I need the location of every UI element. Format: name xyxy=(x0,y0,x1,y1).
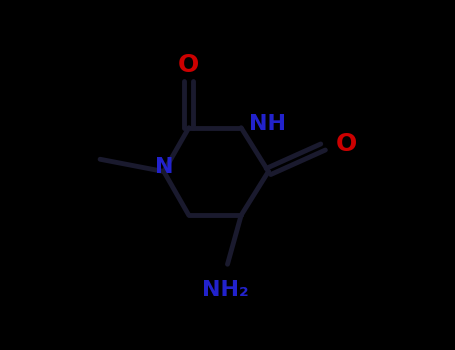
Text: O: O xyxy=(178,53,199,77)
Text: O: O xyxy=(336,132,357,156)
Text: N: N xyxy=(155,157,173,177)
Text: NH₂: NH₂ xyxy=(202,280,248,300)
Text: NH: NH xyxy=(249,113,286,134)
